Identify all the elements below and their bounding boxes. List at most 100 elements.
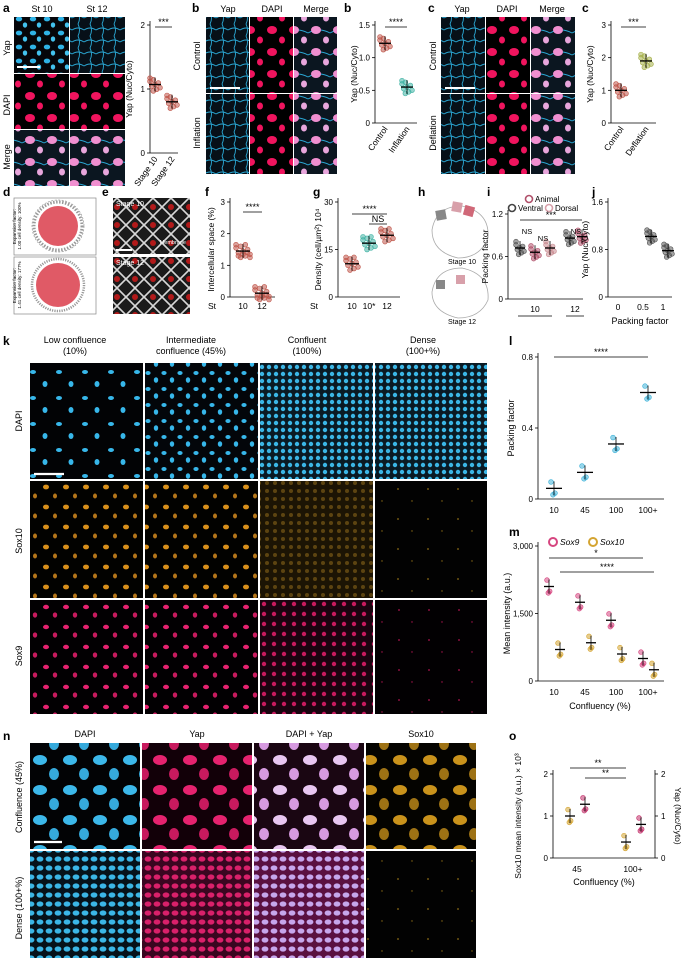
data-point — [582, 806, 589, 812]
y-tick-label: 1 — [544, 812, 549, 821]
data-point — [610, 434, 616, 441]
data-point — [548, 479, 554, 485]
micrograph — [206, 94, 249, 174]
panel-letter: c — [428, 1, 435, 15]
panel-letter: n — [3, 729, 10, 743]
micrograph — [375, 481, 487, 598]
data-point — [652, 236, 658, 243]
panel-letter: b — [192, 1, 199, 15]
data-point — [261, 284, 268, 290]
data-point — [513, 242, 519, 248]
row-label: Sox9 — [14, 646, 24, 667]
data-point — [608, 622, 615, 628]
image-label: Stage 10 — [116, 201, 144, 208]
x-tick-label: 45 — [580, 687, 590, 697]
data-point — [646, 394, 652, 400]
x-axis-prefix: St — [208, 301, 217, 311]
y-tick-label: 0.8 — [522, 353, 534, 362]
panel-letter: c — [582, 1, 589, 15]
column-label: Merge — [303, 4, 329, 14]
data-point — [546, 588, 553, 594]
cell-square — [462, 204, 476, 218]
x-tick-label: 12 — [257, 301, 267, 311]
significance-label: *** — [546, 210, 557, 220]
data-point — [641, 53, 648, 59]
micrograph — [30, 743, 140, 849]
x-tick-label: 10 — [530, 304, 540, 314]
data-point — [579, 463, 585, 469]
column-label: DAPI — [261, 4, 282, 14]
column-label: Sox10 — [408, 729, 434, 739]
x-axis-prefix: St — [310, 301, 319, 311]
significance-label: **** — [600, 562, 615, 572]
x-tick-label: 10 — [549, 505, 559, 515]
data-point — [372, 243, 378, 250]
column-label: DAPI — [496, 4, 517, 14]
micrograph — [254, 851, 364, 958]
panel-k: k Low confluence (10%) Intermediate conflu… — [3, 334, 487, 714]
x-tick-label: 100+ — [623, 864, 642, 874]
data-point — [252, 287, 258, 293]
data-point — [648, 61, 654, 67]
y-tick-label-right: 1 — [661, 812, 666, 821]
data-point — [380, 35, 387, 42]
panel-letter: l — [509, 334, 512, 348]
diagram-caption: Expansion factor: 1.41 cell density: 177… — [12, 261, 22, 308]
y-tick-label: 3 — [602, 21, 607, 30]
y-tick-label: 2 — [544, 770, 549, 779]
image-label: Membrane — [160, 240, 186, 246]
chart-l: l 0 0.4 0.8 Packing factor 10 45 100 100+ **** — [506, 334, 664, 515]
micrograph — [70, 130, 125, 186]
micrograph — [30, 851, 140, 958]
cell-ring — [30, 257, 86, 313]
y-tick-label: 0 — [529, 677, 534, 686]
x-tick-label: 100 — [609, 687, 623, 697]
column-label: St 10 — [31, 4, 52, 14]
y-axis-label: Yap (Nuc/Cyto) — [585, 45, 595, 103]
column-label: Low confluence (10%) — [44, 335, 107, 356]
significance-label: NS — [538, 234, 548, 243]
y-tick-label: 0 — [599, 293, 604, 302]
y-axis-label: Packing factor — [480, 229, 490, 283]
legend-marker — [588, 537, 598, 547]
chart-j: j 0 0.8 1.6 Yap (Nuc/Cyto) 0 0.5 1 Packing facto… — [580, 185, 675, 326]
y-axis-label: Yap (Nuc/Cyto) — [124, 60, 134, 118]
legend-label: Animal — [535, 195, 560, 204]
micrograph — [294, 17, 337, 93]
data-point — [242, 241, 249, 248]
y-tick-label: 0 — [499, 295, 504, 304]
row-label: DAPI — [2, 94, 12, 115]
micrograph — [30, 481, 143, 598]
y-tick-label: 0.4 — [522, 424, 534, 433]
significance-label: NS — [372, 214, 385, 224]
data-point — [571, 238, 577, 244]
data-point — [575, 230, 581, 237]
cell-square — [456, 275, 465, 284]
significance-label: * — [594, 548, 598, 558]
panel-letter: o — [509, 729, 516, 743]
micrograph — [441, 94, 485, 174]
data-point — [577, 604, 584, 610]
y-tick-label: 0.6 — [492, 253, 504, 262]
x-tick-label: 10* — [363, 301, 376, 311]
data-point — [669, 251, 675, 257]
panel-c: c Yap DAPI Merge Control Deflation — [428, 1, 575, 174]
y-axis-label: Packing factor — [506, 399, 516, 456]
y-tick-label: 1 — [221, 261, 226, 270]
data-point — [390, 235, 396, 242]
panel-letter: i — [487, 185, 490, 199]
column-label: St 12 — [86, 4, 107, 14]
micrograph — [30, 363, 143, 479]
y-tick-label: 15 — [324, 246, 333, 255]
micrograph — [250, 94, 293, 174]
cell-square — [435, 209, 447, 221]
panel-a: a St 10 St 12 Yap DAPI Merge — [2, 1, 125, 186]
diagram-label: Stage 12 — [448, 319, 476, 326]
legend-marker — [548, 537, 558, 547]
x-tick-label: Control — [602, 124, 626, 152]
x-tick-label: 100+ — [638, 687, 657, 697]
legend-marker — [507, 203, 517, 213]
micrograph — [113, 257, 190, 314]
data-point — [536, 252, 542, 259]
